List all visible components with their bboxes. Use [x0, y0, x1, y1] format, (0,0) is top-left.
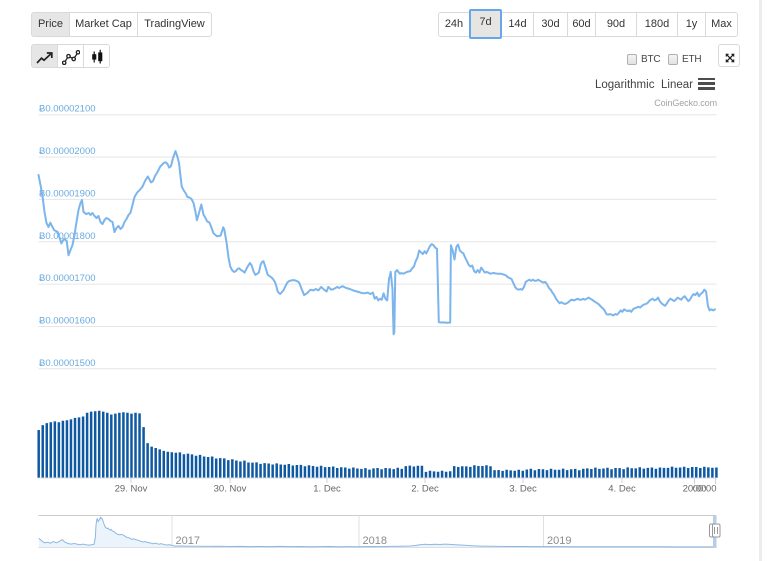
- svg-text:4. Dec: 4. Dec: [608, 484, 636, 495]
- svg-text:2019: 2019: [547, 535, 571, 547]
- svg-text:30. Nov: 30. Nov: [214, 484, 247, 495]
- svg-text:20:00: 20:00: [683, 484, 707, 495]
- svg-text:Ƀ0.00001700: Ƀ0.00001700: [39, 273, 96, 284]
- svg-text:29. Nov: 29. Nov: [115, 484, 148, 495]
- svg-text:Ƀ0.00001900: Ƀ0.00001900: [39, 188, 96, 199]
- svg-text:Ƀ0.00001600: Ƀ0.00001600: [39, 315, 96, 326]
- svg-text:00:00: 00:00: [693, 484, 717, 495]
- svg-text:Ƀ0.00001500: Ƀ0.00001500: [39, 358, 96, 369]
- svg-text:2017: 2017: [176, 535, 200, 547]
- svg-text:1. Dec: 1. Dec: [313, 484, 341, 495]
- svg-text:Ƀ0.00001800: Ƀ0.00001800: [39, 231, 96, 242]
- svg-text:Ƀ0.00002000: Ƀ0.00002000: [39, 146, 96, 157]
- svg-text:3. Dec: 3. Dec: [509, 484, 537, 495]
- svg-text:2. Dec: 2. Dec: [411, 484, 439, 495]
- svg-text:2018: 2018: [363, 535, 387, 547]
- svg-text:Ƀ0.00002100: Ƀ0.00002100: [39, 104, 96, 115]
